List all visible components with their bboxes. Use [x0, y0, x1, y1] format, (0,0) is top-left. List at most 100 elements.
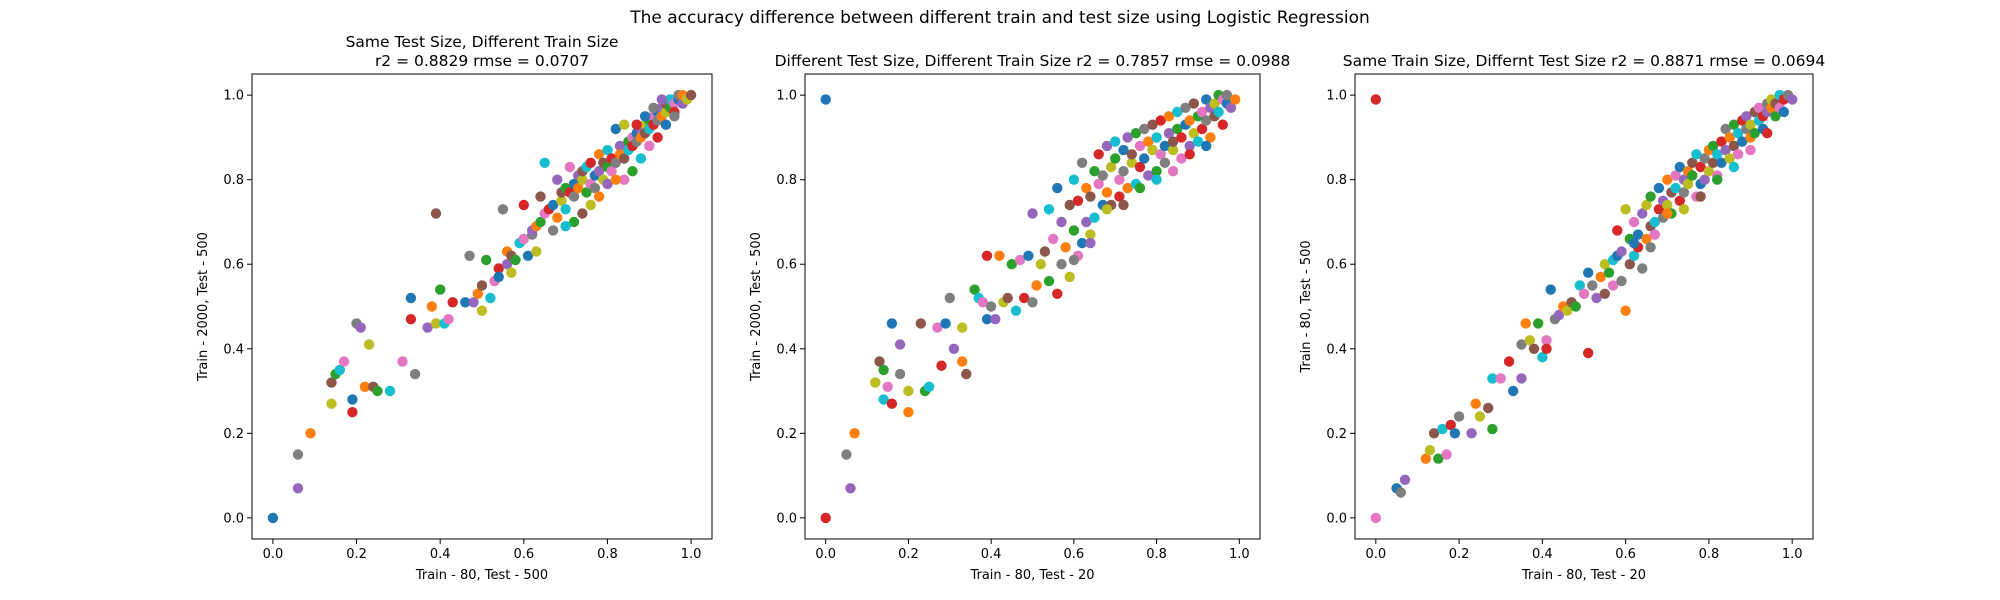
- scatter-point: [648, 102, 659, 114]
- scatter-point: [1674, 161, 1686, 173]
- scatter-point: [882, 381, 893, 392]
- scatter-point: [1653, 204, 1665, 215]
- scatter-point: [1068, 174, 1080, 185]
- scatter-point: [820, 94, 831, 105]
- scatter-point: [481, 254, 492, 266]
- scatter-point: [1060, 242, 1071, 253]
- scatter-point: [1118, 166, 1129, 177]
- scatter-point: [660, 119, 672, 130]
- scatter-point: [522, 250, 534, 261]
- scatter-point: [1728, 161, 1740, 173]
- scatter-point: [577, 174, 588, 185]
- scatter-point: [1147, 144, 1158, 156]
- scatter-point: [1184, 115, 1195, 126]
- scatter-point: [1466, 428, 1477, 439]
- scatter-points: [267, 89, 697, 524]
- y-axis-label: Train - 80, Test - 500: [1299, 240, 1314, 373]
- x-tick-label: 0.6: [1615, 547, 1636, 562]
- scatter-point: [1093, 178, 1104, 190]
- scatter-point: [1167, 166, 1179, 177]
- scatter-point: [1072, 195, 1084, 206]
- scatter-point: [573, 182, 584, 194]
- scatter-point: [443, 314, 454, 325]
- scatter-point: [556, 195, 567, 206]
- scatter-point: [1520, 318, 1531, 329]
- y-tick-label: 0.6: [1326, 258, 1347, 273]
- scatter-point: [1209, 98, 1220, 109]
- scatter-point: [535, 216, 546, 228]
- scatter-point: [347, 407, 358, 418]
- scatter-point: [1225, 102, 1237, 114]
- scatter-point: [981, 314, 993, 325]
- scatter-point: [363, 339, 375, 350]
- y-axis-label: Train - 2000, Test - 500: [749, 232, 764, 382]
- axes-frame: [804, 73, 1261, 540]
- scatter-point: [1027, 297, 1038, 308]
- scatter-point: [619, 174, 630, 185]
- scatter-point: [1628, 237, 1640, 249]
- scatter-point: [1370, 512, 1382, 524]
- scatter-point: [669, 111, 680, 122]
- scatter-point: [981, 250, 993, 261]
- y-tick-label: 1.0: [223, 89, 244, 104]
- scatter-point: [874, 356, 885, 367]
- scatter-point: [1487, 423, 1498, 435]
- figure-suptitle: The accuracy difference between differen…: [630, 8, 1370, 28]
- scatter-point: [560, 221, 571, 232]
- scatter-point: [1035, 259, 1047, 270]
- scatter-point: [1732, 128, 1744, 139]
- scatter-point: [1217, 119, 1229, 130]
- scatter-point: [1778, 106, 1790, 118]
- scatter-point: [1143, 170, 1154, 181]
- scatter-point: [1649, 216, 1661, 228]
- scatter-point: [1221, 89, 1233, 101]
- scatter-point: [518, 199, 529, 211]
- scatter-point: [1483, 402, 1494, 414]
- scatter-point: [1167, 144, 1179, 156]
- scatter-point: [1180, 102, 1191, 114]
- scatter-point: [1703, 166, 1715, 177]
- scatter-point: [1134, 182, 1146, 194]
- scatter-point: [1503, 356, 1515, 367]
- scatter-point: [1085, 237, 1096, 249]
- scatter-point: [1470, 398, 1481, 409]
- scatter-point: [1151, 132, 1162, 143]
- scatter-point: [326, 398, 337, 409]
- scatter-point: [602, 178, 613, 190]
- scatter-point: [1545, 284, 1556, 295]
- x-tick-label: 0.8: [1699, 547, 1720, 562]
- axes-frame: [1354, 73, 1814, 540]
- scatter-point: [1599, 288, 1611, 299]
- scatter-point: [656, 94, 667, 105]
- scatter-point: [1787, 94, 1798, 105]
- scatter-point: [977, 297, 989, 308]
- x-tick-label: 0.2: [1449, 547, 1470, 562]
- x-tick-label: 0.8: [1146, 547, 1167, 562]
- scatter-point: [1616, 275, 1627, 287]
- scatter-point: [568, 216, 580, 228]
- scatter-point: [1712, 174, 1723, 185]
- scatter-point: [1574, 280, 1586, 291]
- scatter-point: [820, 512, 831, 524]
- x-tick-label: 0.0: [1365, 547, 1386, 562]
- scatter-point: [610, 157, 621, 168]
- scatter-point: [326, 377, 337, 388]
- scatter-point: [969, 284, 980, 295]
- scatter-point: [510, 254, 521, 266]
- scatter-point: [936, 360, 947, 371]
- scatter-point: [1395, 487, 1407, 498]
- scatter-point: [614, 140, 626, 152]
- scatter-point: [685, 89, 697, 101]
- scatter-point: [1147, 119, 1158, 130]
- scatter-point: [1151, 166, 1162, 177]
- scatter-point: [1699, 153, 1710, 164]
- scatter-point: [870, 377, 881, 388]
- scatter-point: [639, 111, 651, 122]
- scatter-point: [1089, 166, 1100, 177]
- scatter-point: [619, 153, 630, 164]
- scatter-point: [347, 394, 358, 405]
- scatter-point: [961, 368, 972, 380]
- scatter-points: [1370, 89, 1798, 524]
- scatter-point: [1076, 237, 1088, 249]
- scatter-point: [1213, 106, 1224, 118]
